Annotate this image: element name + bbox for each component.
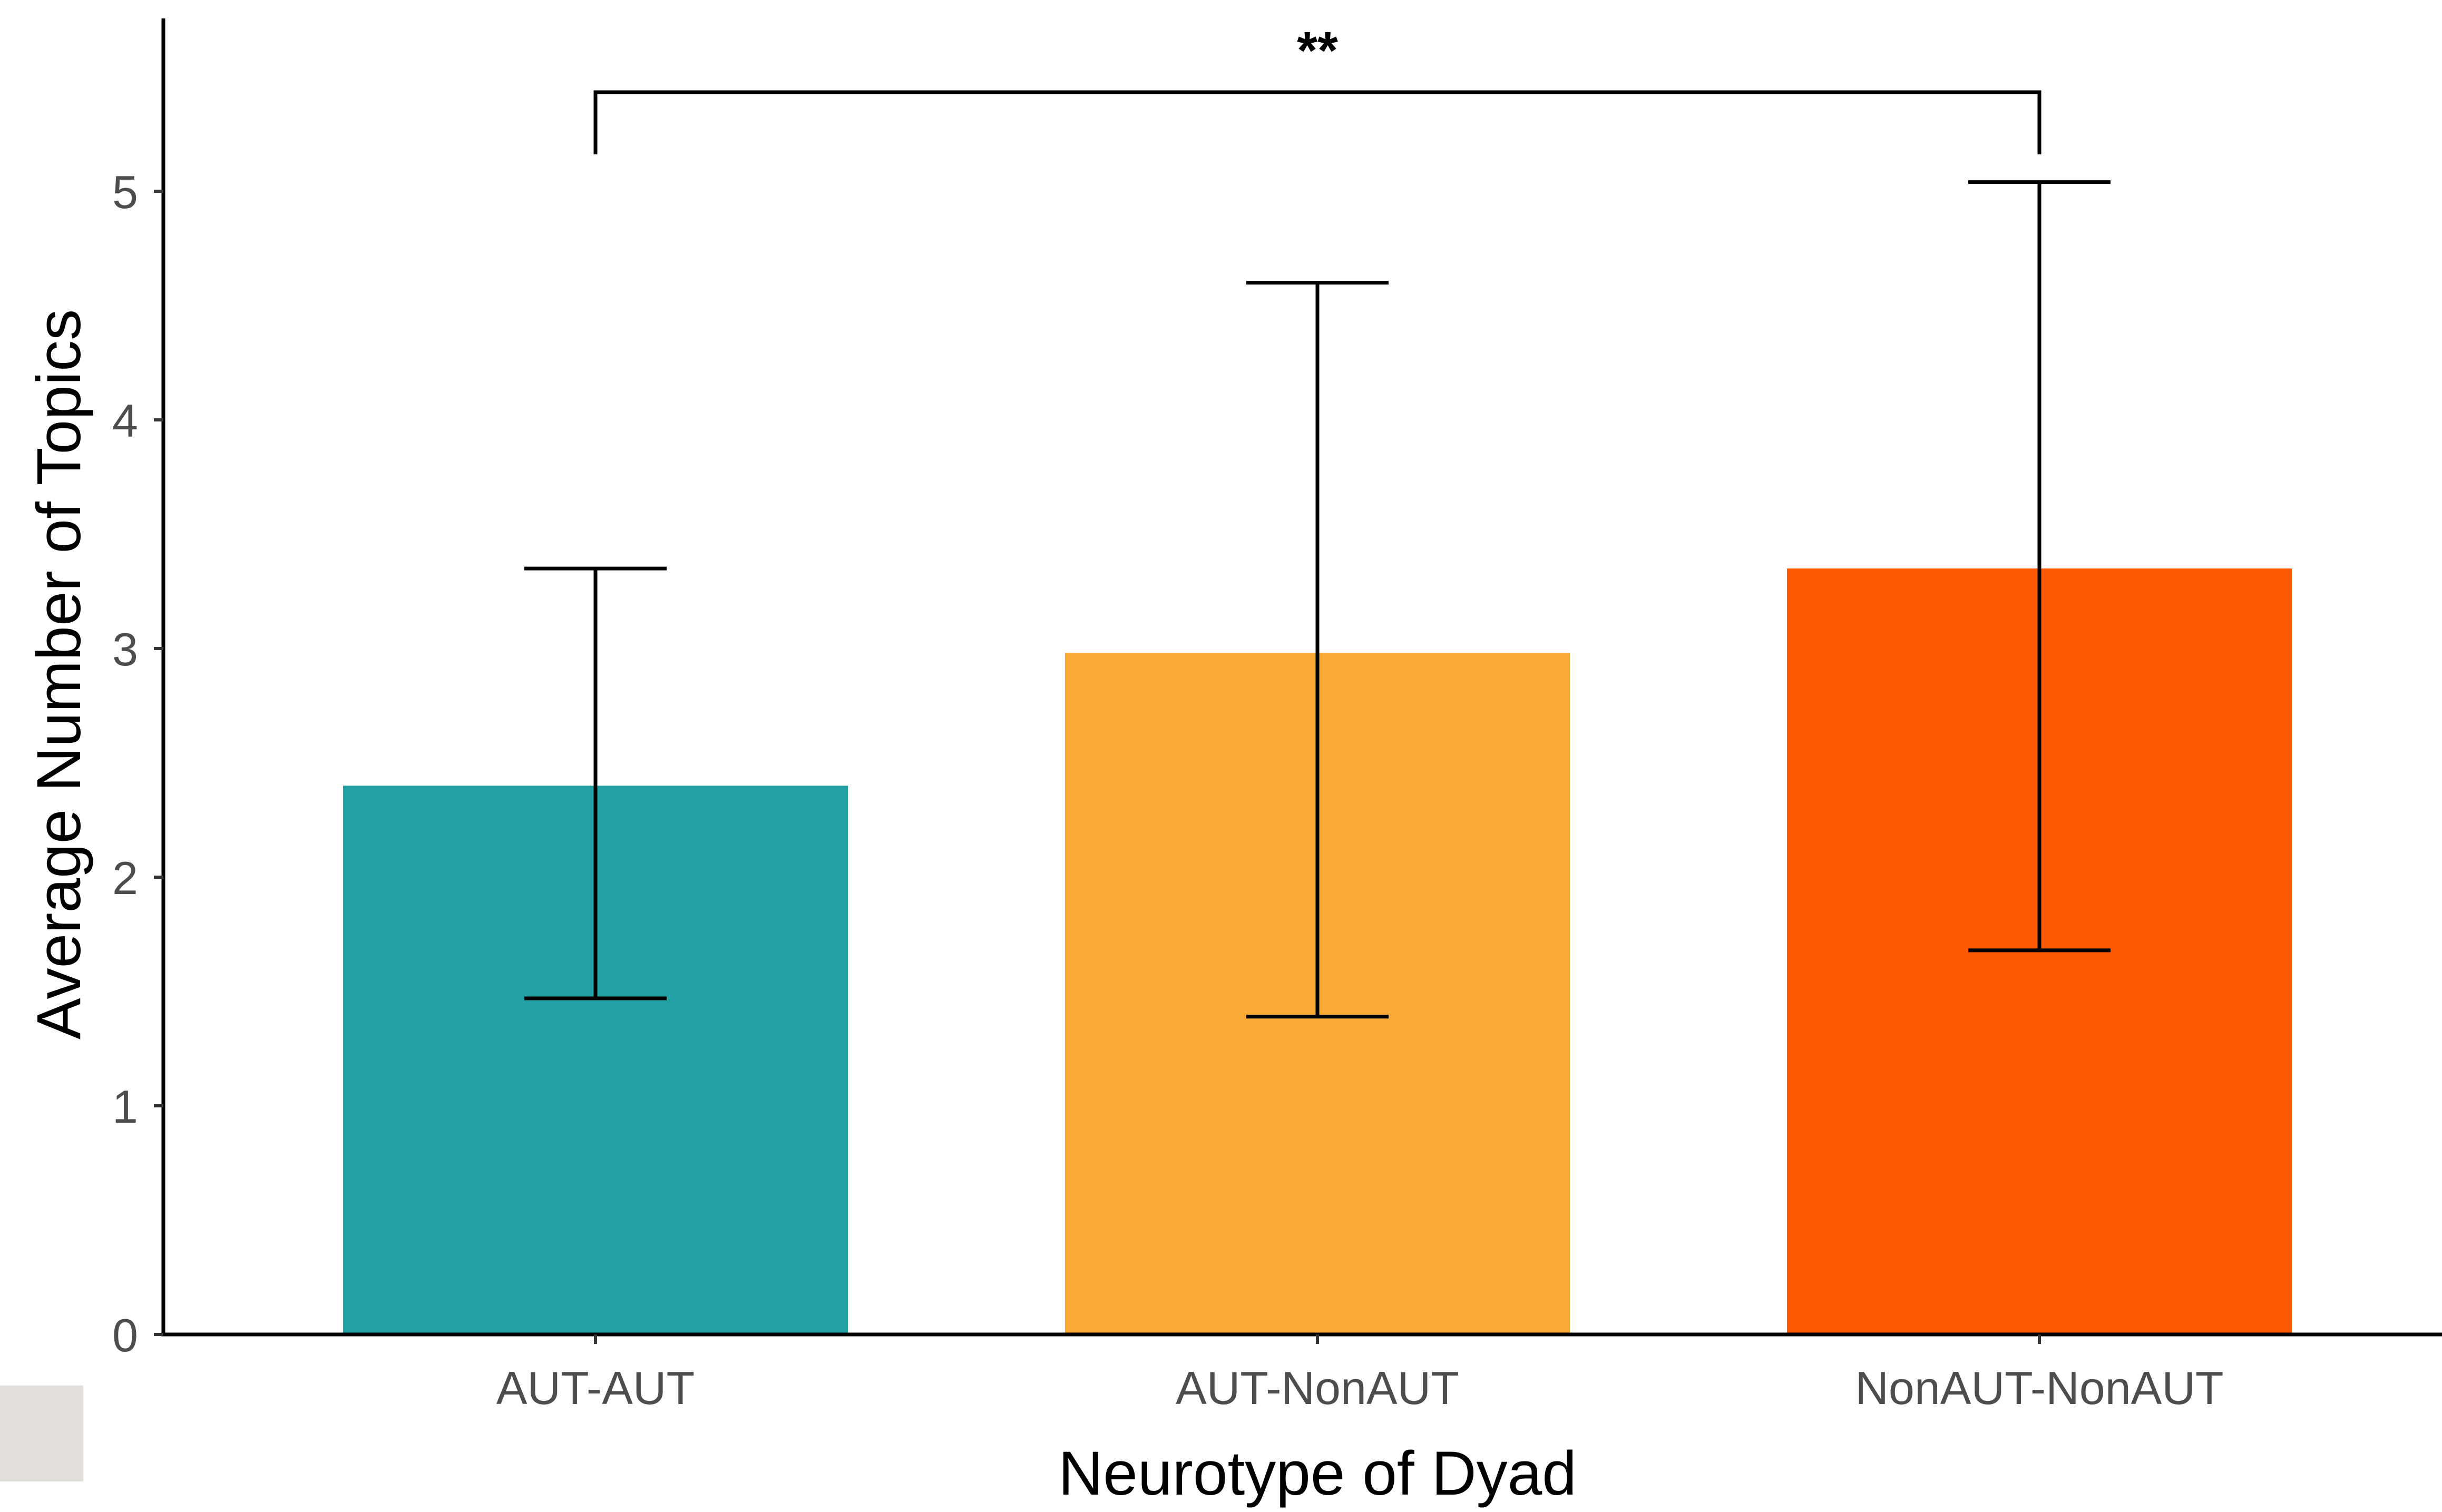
error-bar-nonaut-nonaut (1968, 180, 2111, 953)
error-bar-aut-nonaut (1246, 281, 1389, 1019)
x-tick-label-aut-aut: AUT-AUT (496, 1362, 695, 1414)
y-ticks: 0 1 2 3 4 5 (112, 166, 163, 1361)
significance-label: ** (1297, 21, 1338, 80)
y-tick-label: 5 (112, 166, 138, 218)
x-axis-title: Neurotype of Dyad (1058, 1439, 1577, 1508)
x-tick-label-aut-nonaut: AUT-NonAUT (1176, 1362, 1459, 1414)
y-tick-label: 4 (112, 395, 138, 447)
x-tick-label-nonaut-nonaut: NonAUT-NonAUT (1855, 1362, 2223, 1414)
y-tick-label: 2 (112, 852, 138, 904)
error-bar-aut-aut (524, 566, 667, 1000)
significance-bracket-line (593, 90, 2041, 154)
y-axis-title: Average Number of Topics (24, 309, 94, 1039)
x-ticks: AUT-AUT AUT-NonAUT NonAUT-NonAUT (496, 1334, 2224, 1414)
corner-patch (0, 1386, 83, 1481)
axes (161, 18, 2442, 1337)
error-bars (524, 180, 2111, 1019)
y-tick-label: 3 (112, 623, 138, 675)
y-tick-label: 0 (112, 1309, 138, 1361)
significance-bracket: ** (593, 21, 2041, 154)
y-tick-label: 1 (112, 1081, 138, 1133)
